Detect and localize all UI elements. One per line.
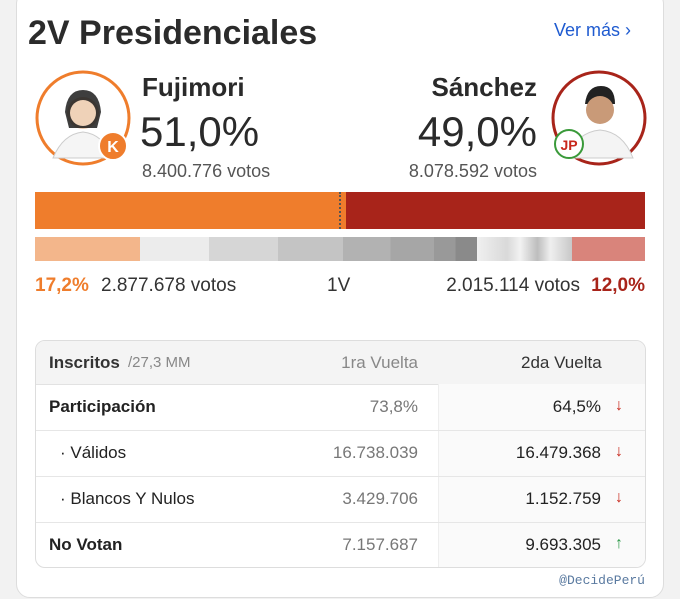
link-text[interactable]: Ver más: [554, 20, 621, 40]
row-label: · Válidos: [60, 443, 127, 462]
face: [70, 100, 96, 126]
trend-arrow: ↓: [615, 443, 623, 460]
second-round-value: 1.152.759: [525, 489, 601, 508]
midpoint-marker: [339, 192, 341, 229]
candidate-votes: 8.078.592 votos: [408, 161, 537, 181]
row-divider: [36, 476, 645, 477]
first-round-bar: [571, 237, 645, 261]
table-header: [36, 341, 645, 385]
share-bar: [35, 192, 347, 229]
first-round-label: 1V: [327, 275, 351, 296]
first-round-bar: [35, 237, 140, 261]
party-logo-letters: JP: [560, 137, 577, 153]
second-round-value: 16.479.368: [515, 443, 601, 462]
other-candidates-bar: [140, 237, 572, 261]
candidate-name: Sánchez: [431, 72, 538, 102]
second-round-value: 64,5%: [552, 397, 601, 416]
avatar-left: K: [35, 70, 131, 166]
first-round-votes: 2.015.114 votos: [446, 275, 580, 296]
party-logo: [554, 129, 584, 159]
first-round-votes: 2.877.678 votos: [101, 275, 237, 296]
first-round-value: 16.738.039: [332, 443, 418, 462]
first-round-value: 7.157.687: [342, 535, 418, 554]
face: [586, 96, 614, 124]
second-round-column: [438, 384, 645, 567]
first-round-value: 3.429.706: [342, 489, 418, 508]
row-label: Participación: [49, 397, 156, 416]
header-label: Inscritos: [49, 353, 120, 372]
row-divider: [36, 522, 645, 523]
candidate-share: 49,0%: [417, 108, 537, 155]
first-round-share: 12,0%: [591, 275, 645, 296]
results-table: Inscritos /27,3 MM 1ra Vuelta 2da Vuelta…: [35, 340, 646, 568]
first-round-share: 17,2%: [35, 275, 89, 296]
source: @DecidePerú: [559, 573, 645, 588]
see-more-link[interactable]: Ver más ›: [554, 20, 631, 41]
header-col1: 1ra Vuelta: [341, 353, 418, 372]
chevron[interactable]: ›: [625, 20, 632, 40]
trend-arrow: ↓: [615, 397, 623, 414]
title: 2V Presidenciales: [28, 14, 318, 52]
avatar-right: JP: [551, 70, 647, 166]
trend-arrow: ↓: [615, 489, 623, 506]
trend-arrow: ↑: [615, 535, 623, 552]
header-note: /27,3 MM: [128, 354, 191, 371]
first-round-value: 73,8%: [369, 397, 418, 416]
row-label: No Votan: [49, 535, 123, 554]
party-logo-letter: K: [107, 139, 119, 156]
candidate-name: Fujimori: [142, 72, 245, 102]
candidate-share: 51,0%: [140, 108, 260, 155]
party-logo: [98, 131, 128, 161]
header-col2: 2da Vuelta: [521, 353, 602, 372]
share-bar: [346, 192, 645, 229]
row-label: · Blancos Y Nulos: [60, 489, 195, 508]
row-divider: [36, 430, 645, 431]
second-round-value: 9.693.305: [525, 535, 601, 554]
candidate-votes: 8.400.776 votos: [142, 161, 271, 181]
